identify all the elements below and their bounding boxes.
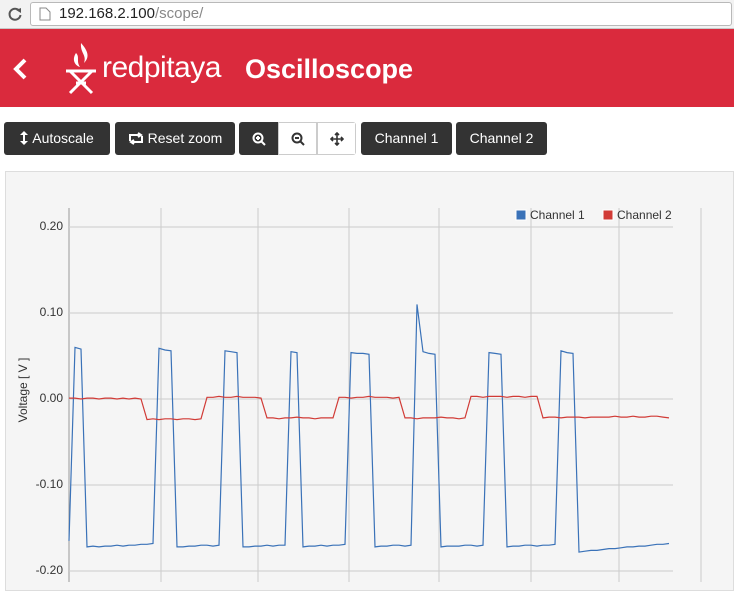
zoom-group: [239, 122, 356, 155]
button-label: Channel 1: [374, 130, 439, 146]
icon: [252, 132, 266, 146]
page-title: Oscilloscope: [245, 54, 414, 84]
autoscale-button[interactable]: Autoscale: [4, 122, 110, 155]
legend-swatch: [602, 209, 614, 221]
channel-1-button[interactable]: Channel 1: [361, 122, 452, 155]
zoom-in-button[interactable]: [239, 122, 278, 155]
app-header: redpitaya Oscilloscope: [0, 29, 734, 107]
reset-zoom-button[interactable]: Reset zoom: [115, 122, 235, 155]
icon: [291, 132, 305, 146]
logo-icon: [66, 43, 96, 95]
button-label: Autoscale: [32, 130, 94, 146]
y-tick-label: 0.20: [40, 219, 64, 233]
url-field[interactable]: 192.168.2.100/scope/: [30, 2, 732, 26]
y-tick-label: 0.00: [40, 391, 64, 405]
button-label: Reset zoom: [147, 130, 223, 146]
back-button[interactable]: [10, 57, 32, 81]
logo-text: redpitaya: [102, 51, 221, 84]
legend-label: Channel 2: [617, 208, 672, 222]
chart: Voltage [ V ] 0.20 0.10 0.00 -0.10 -0.20 Chan…: [16, 208, 702, 582]
y-tick-label: -0.10: [36, 477, 64, 491]
legend-label: Channel 1: [530, 208, 585, 222]
icon: [128, 132, 143, 145]
series-line: [68, 304, 670, 553]
icon: [329, 131, 344, 146]
icon: [20, 131, 29, 145]
url-host: 192.168.2.100: [59, 5, 155, 22]
chart-panel: Voltage [ V ] 0.20 0.10 0.00 -0.10 -0.20 Chan…: [5, 171, 734, 591]
channel-2-button[interactable]: Channel 2: [456, 122, 547, 155]
reload-icon[interactable]: [7, 6, 23, 22]
zoom-out-button[interactable]: [278, 122, 317, 155]
y-axis-label: Voltage [ V ]: [16, 358, 30, 423]
url-path: /scope/: [154, 5, 204, 22]
y-tick-label: -0.20: [36, 563, 64, 577]
button-label: Channel 2: [469, 130, 534, 146]
page-icon: [39, 7, 51, 21]
browser-bar: 192.168.2.100/scope/: [0, 0, 734, 29]
series-line: [69, 395, 670, 421]
legend-swatch: [515, 209, 527, 221]
pan-button[interactable]: [317, 122, 356, 155]
y-tick-label: 0.10: [40, 305, 64, 319]
